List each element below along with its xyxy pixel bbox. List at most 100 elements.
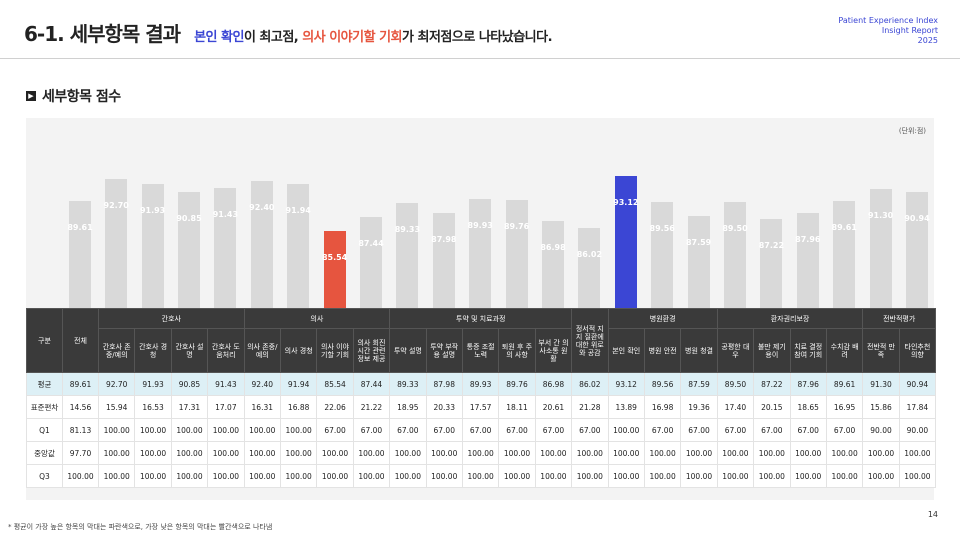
group-header: 투약 및 치료과정 bbox=[389, 308, 573, 329]
bar-value-label: 91.43 bbox=[212, 210, 239, 220]
table-cell: 91.94 bbox=[279, 372, 318, 396]
table-cell: 90.00 bbox=[862, 418, 900, 442]
table-cell: 100.00 bbox=[680, 464, 718, 488]
item-header: 수치감 배려 bbox=[825, 328, 864, 373]
table-cell: 67.00 bbox=[825, 418, 864, 442]
table-cell: 100.00 bbox=[316, 464, 354, 488]
bar-value-label: 87.96 bbox=[795, 235, 821, 245]
table-cell: 67.00 bbox=[680, 418, 718, 442]
item-header: 공평한 대우 bbox=[716, 328, 755, 373]
bar-value-label: 90.85 bbox=[176, 214, 202, 224]
bar-12 bbox=[505, 200, 528, 308]
item-header: 병원 안전 bbox=[643, 328, 682, 373]
table-cell: 67.00 bbox=[753, 418, 791, 442]
table-cell: 13.89 bbox=[607, 395, 645, 419]
group-header: 정서적 지지 질환에 대한 위로와 공감 bbox=[571, 308, 609, 373]
table-cell: 20.15 bbox=[753, 395, 791, 419]
bar-value-label: 87.59 bbox=[685, 238, 712, 248]
bar-16 bbox=[651, 201, 674, 308]
table-cell: 100.00 bbox=[898, 441, 937, 465]
table-cell: 100.00 bbox=[716, 441, 755, 465]
page-number: 14 bbox=[927, 510, 938, 519]
bar-value-label: 87.44 bbox=[358, 239, 384, 249]
table-cell: 100.00 bbox=[461, 441, 500, 465]
bar-value-label: 86.98 bbox=[540, 242, 566, 252]
bar-5 bbox=[250, 180, 273, 308]
group-header: 전반적평가 bbox=[862, 308, 937, 329]
bar-3 bbox=[178, 192, 200, 308]
total-header: 전체 bbox=[62, 308, 99, 373]
item-header: 간호사 존중/예의 bbox=[97, 328, 136, 373]
table-cell: 19.36 bbox=[680, 395, 718, 419]
table-cell: 100.00 bbox=[534, 441, 573, 465]
item-header: 의사 경청 bbox=[279, 328, 318, 373]
bar-17 bbox=[687, 216, 710, 308]
bar-2 bbox=[141, 184, 164, 308]
table-cell: 100.00 bbox=[243, 464, 281, 488]
table-cell: 100.00 bbox=[607, 418, 645, 442]
table-cell: 18.65 bbox=[789, 395, 827, 419]
bar-19 bbox=[760, 218, 783, 308]
table-cell: 100.00 bbox=[825, 464, 864, 488]
table-cell: 100.00 bbox=[680, 441, 718, 465]
table-row: 평균 89.61 92.70 91.93 90.85 91.43 92.40 91.94 85.… bbox=[26, 372, 937, 396]
bar-value-label: 87.22 bbox=[758, 240, 785, 250]
item-header: 투약 설명 bbox=[389, 328, 427, 373]
row-label: Q1 bbox=[26, 418, 63, 442]
item-header: 의사 회진시간 관련 정보 제공 bbox=[352, 328, 391, 373]
stats-table: 구분 전체 간호사 의사 투약 및 치료과정 정서적 지지 질환에 대한 위로와 공감… bbox=[26, 308, 937, 488]
section-bullet-icon: ▶ bbox=[26, 91, 36, 101]
table-cell: 97.70 bbox=[62, 441, 99, 465]
bar-15 bbox=[614, 175, 637, 308]
table-cell: 100.00 bbox=[279, 418, 318, 442]
table-cell: 100.00 bbox=[207, 441, 245, 465]
table-cell: 17.40 bbox=[716, 395, 755, 419]
group-header: 의사 bbox=[243, 308, 391, 329]
bar-value-label: 92.40 bbox=[249, 202, 275, 212]
table-row: 표준편차 14.56 15.94 16.53 17.31 17.07 16.31 16.88 2… bbox=[26, 395, 937, 419]
bar-value-label: 89.56 bbox=[649, 223, 675, 233]
table-cell: 100.00 bbox=[571, 464, 609, 488]
row-label: 중앙값 bbox=[26, 441, 63, 465]
group-header-row: 구분 전체 간호사 의사 투약 및 치료과정 정서적 지지 질환에 대한 위로와 공감… bbox=[26, 308, 937, 373]
table-cell: 100.00 bbox=[534, 464, 573, 488]
report-line-2: Insight Report bbox=[881, 26, 938, 35]
table-cell: 100.00 bbox=[97, 418, 136, 442]
table-cell: 100.00 bbox=[898, 464, 937, 488]
bar-14 bbox=[578, 227, 601, 308]
item-header: 간호사 도움처리 bbox=[207, 328, 245, 373]
table-cell: 67.00 bbox=[461, 418, 500, 442]
bar-0 bbox=[69, 201, 91, 308]
bar-value-label: 91.94 bbox=[285, 206, 311, 216]
table-cell: 17.31 bbox=[170, 395, 209, 419]
item-header: 치료 결정 참여 기회 bbox=[789, 328, 827, 373]
table-cell: 100.00 bbox=[571, 441, 609, 465]
headline: 본인 확인이 최고점, 의사 이야기할 기회가 최저점으로 나타났습니다. bbox=[194, 26, 552, 45]
headline-text-2: 가 최저점으로 나타났습니다. bbox=[402, 30, 553, 45]
table-cell: 89.33 bbox=[389, 372, 427, 396]
slide-header: 6-1. 세부항목 결과 본인 확인이 최고점, 의사 이야기할 기회가 최저점… bbox=[24, 18, 553, 47]
table-cell: 100.00 bbox=[170, 418, 209, 442]
section-title-row: ▶ 세부항목 점수 bbox=[26, 86, 121, 106]
table-cell: 100.00 bbox=[825, 441, 864, 465]
bar-13 bbox=[542, 220, 564, 308]
bar-7 bbox=[323, 231, 346, 308]
table-cell: 100.00 bbox=[279, 441, 318, 465]
bar-value-label: 90.94 bbox=[904, 213, 930, 223]
table-cell: 100.00 bbox=[352, 464, 391, 488]
table-cell: 100.00 bbox=[62, 464, 99, 488]
table-cell: 67.00 bbox=[643, 418, 682, 442]
table-cell: 86.98 bbox=[534, 372, 573, 396]
table-cell: 15.86 bbox=[862, 395, 900, 419]
table-row: 중앙값 97.70 100.00 100.00 100.00 100.00 100.00 10… bbox=[26, 441, 937, 465]
table-cell: 20.61 bbox=[534, 395, 573, 419]
unit-label: (단위:점) bbox=[898, 127, 926, 135]
table-cell: 100.00 bbox=[207, 464, 245, 488]
headline-highlight-low: 의사 이야기할 기회 bbox=[302, 30, 403, 45]
table-cell: 18.95 bbox=[389, 395, 427, 419]
bar-8 bbox=[360, 217, 382, 308]
table-cell: 100.00 bbox=[389, 464, 427, 488]
bar-value-label: 89.76 bbox=[503, 222, 530, 232]
table-cell: 89.93 bbox=[461, 372, 500, 396]
bar-21 bbox=[833, 201, 856, 308]
